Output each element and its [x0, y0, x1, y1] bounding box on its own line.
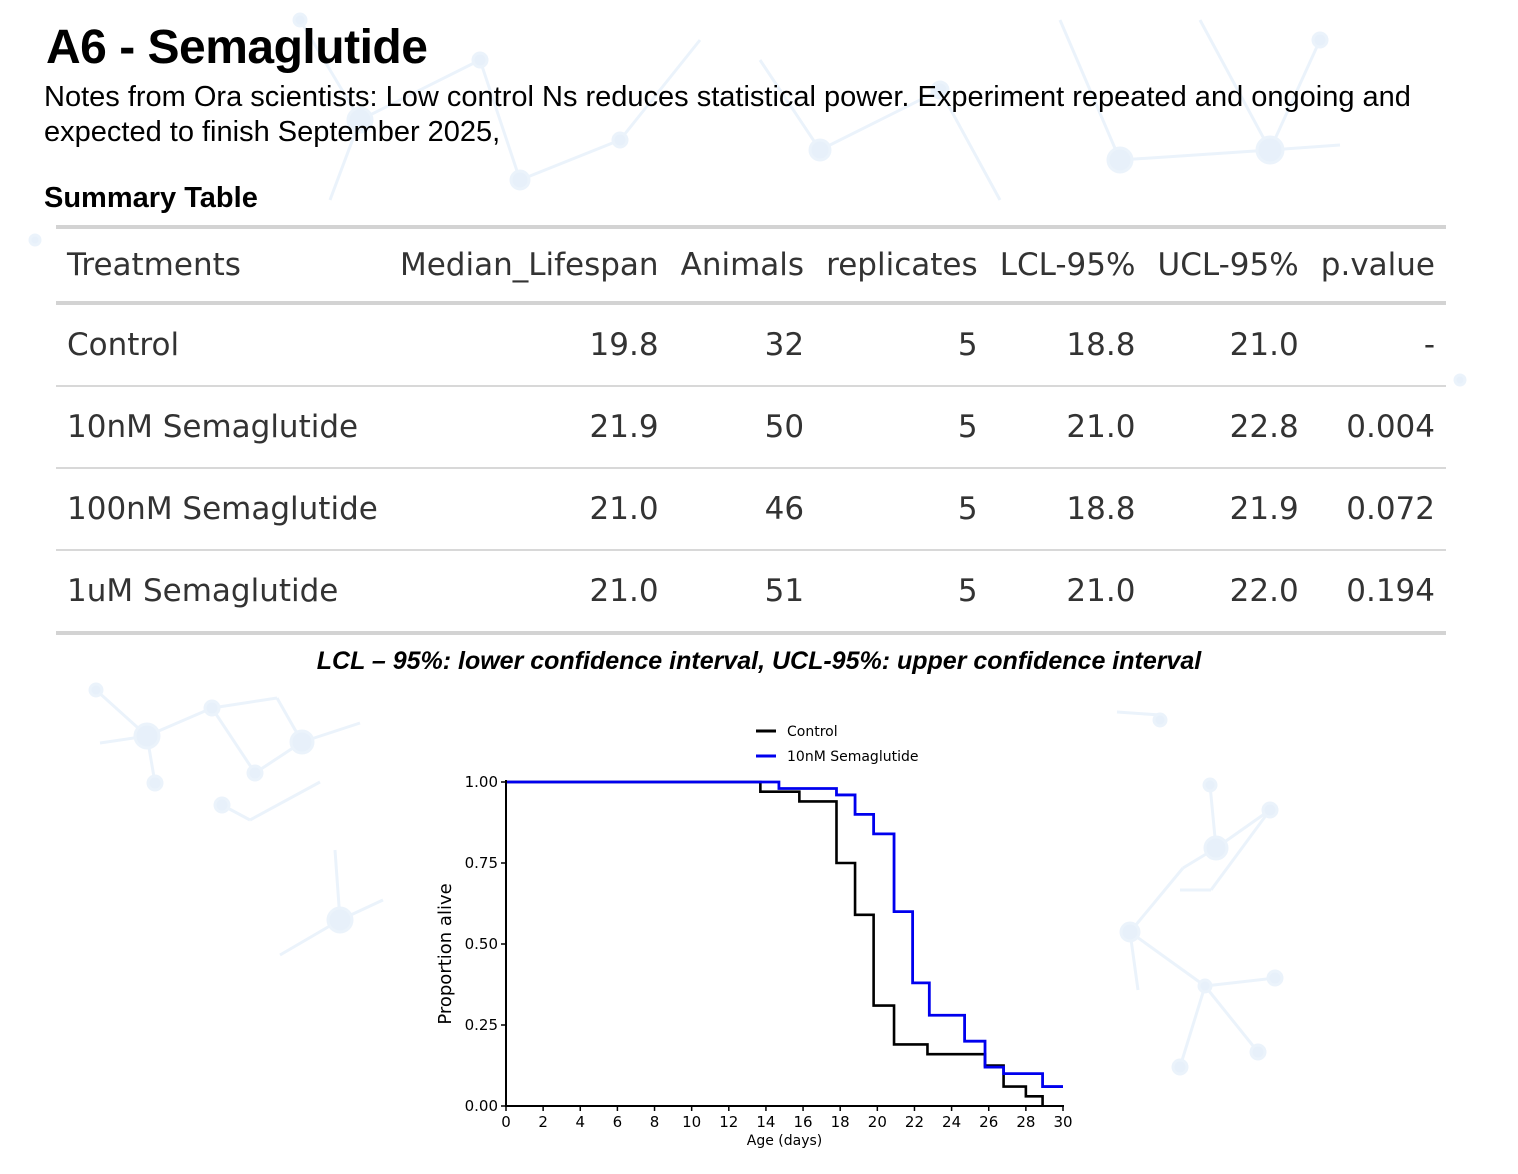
column-header-animals: Animals: [680, 247, 805, 283]
cell-lcl: 18.8: [1066, 327, 1136, 363]
cell-treatment: 1uM Semaglutide: [67, 573, 339, 609]
x-axis-label: Age (days): [747, 1133, 823, 1149]
cell-animals: 32: [764, 327, 805, 363]
cell-median-lifespan: 21.0: [589, 491, 659, 527]
x-tick-label: 4: [575, 1113, 585, 1131]
table-row: 10nM Semaglutide 21.9 50 5 21.0 22.8 0.0…: [56, 386, 1446, 468]
cell-pvalue: 0.072: [1346, 491, 1435, 527]
cell-replicates: 5: [957, 409, 978, 445]
cell-median-lifespan: 19.8: [589, 327, 659, 363]
cell-lcl: 21.0: [1066, 409, 1136, 445]
cell-pvalue: -: [1423, 327, 1435, 363]
x-tick-label: 20: [868, 1113, 887, 1131]
x-tick-label: 18: [831, 1113, 850, 1131]
y-tick-label: 1.00: [465, 773, 498, 791]
x-tick-label: 2: [538, 1113, 548, 1131]
cell-animals: 46: [764, 491, 805, 527]
x-tick-label: 22: [905, 1113, 924, 1131]
cell-pvalue: 0.194: [1346, 573, 1435, 609]
cell-treatment: 10nM Semaglutide: [67, 409, 359, 445]
cell-pvalue: 0.004: [1346, 409, 1435, 445]
x-tick-label: 0: [501, 1113, 511, 1131]
cell-animals: 51: [764, 573, 805, 609]
cell-ucl: 22.8: [1229, 409, 1299, 445]
series-line-control: [506, 780, 1044, 1106]
chart-background: [420, 710, 1100, 1160]
x-tick-label: 26: [979, 1113, 998, 1131]
y-tick-label: 0.25: [465, 1016, 498, 1034]
y-tick-label: 0.75: [465, 854, 498, 872]
cell-replicates: 5: [957, 491, 978, 527]
table-footnote: LCL – 95%: lower confidence interval, UC…: [316, 647, 1202, 675]
series-line-10nm-semaglutide: [506, 780, 1063, 1088]
table-header-row: Treatments Median_Lifespan Animals repli…: [56, 227, 1446, 303]
legend-label: 10nM Semaglutide: [787, 749, 918, 765]
x-tick-label: 10: [682, 1113, 701, 1131]
summary-table: Treatments Median_Lifespan Animals repli…: [56, 225, 1446, 635]
cell-replicates: 5: [957, 573, 978, 609]
x-tick-label: 12: [719, 1113, 738, 1131]
legend-label: Control: [787, 724, 838, 740]
table-row: 1uM Semaglutide 21.0 51 5 21.0 22.0 0.19…: [56, 550, 1446, 633]
summary-table-heading: Summary Table: [44, 182, 258, 214]
table-row: 100nM Semaglutide 21.0 46 5 18.8 21.9 0.…: [56, 468, 1446, 550]
column-header-pvalue: p.value: [1320, 247, 1435, 283]
column-header-ucl: UCL-95%: [1157, 247, 1299, 283]
x-tick-label: 6: [613, 1113, 623, 1131]
scientist-notes: Notes from Ora scientists: Low control N…: [44, 81, 1411, 148]
cell-ucl: 22.0: [1229, 573, 1299, 609]
x-tick-label: 30: [1053, 1113, 1072, 1131]
chart-legend: Control 10nM Semaglutide: [756, 724, 918, 765]
y-axis-label: Proportion alive: [435, 883, 456, 1024]
column-header-replicates: replicates: [826, 247, 978, 283]
column-header-lcl: LCL-95%: [999, 247, 1136, 283]
cell-lcl: 21.0: [1066, 573, 1136, 609]
y-tick-label: 0.00: [465, 1097, 498, 1115]
x-tick-label: 8: [650, 1113, 660, 1131]
x-tick-label: 16: [794, 1113, 813, 1131]
cell-median-lifespan: 21.0: [589, 573, 659, 609]
x-tick-label: 24: [942, 1113, 961, 1131]
cell-treatment: 100nM Semaglutide: [67, 491, 378, 527]
cell-lcl: 18.8: [1066, 491, 1136, 527]
cell-treatment: Control: [67, 327, 180, 363]
table-row: Control 19.8 32 5 18.8 21.0 -: [56, 303, 1446, 386]
cell-median-lifespan: 21.9: [589, 409, 659, 445]
cell-replicates: 5: [957, 327, 978, 363]
page-title: A6 - Semaglutide: [46, 21, 428, 74]
y-tick-label: 0.50: [465, 935, 498, 953]
x-tick-label: 28: [1016, 1113, 1035, 1131]
cell-ucl: 21.0: [1229, 327, 1299, 363]
cell-ucl: 21.9: [1229, 491, 1299, 527]
cell-animals: 50: [764, 409, 805, 445]
x-tick-label: 14: [756, 1113, 775, 1131]
chart-axes: 0 2 4 6 8 10 12 14 16 18 20 22 24 26 28 300.000.250.500…: [465, 773, 1073, 1131]
column-header-median-lifespan: Median_Lifespan: [399, 247, 659, 283]
chart-series: [506, 780, 1063, 1106]
column-header-treatments: Treatments: [67, 247, 241, 283]
